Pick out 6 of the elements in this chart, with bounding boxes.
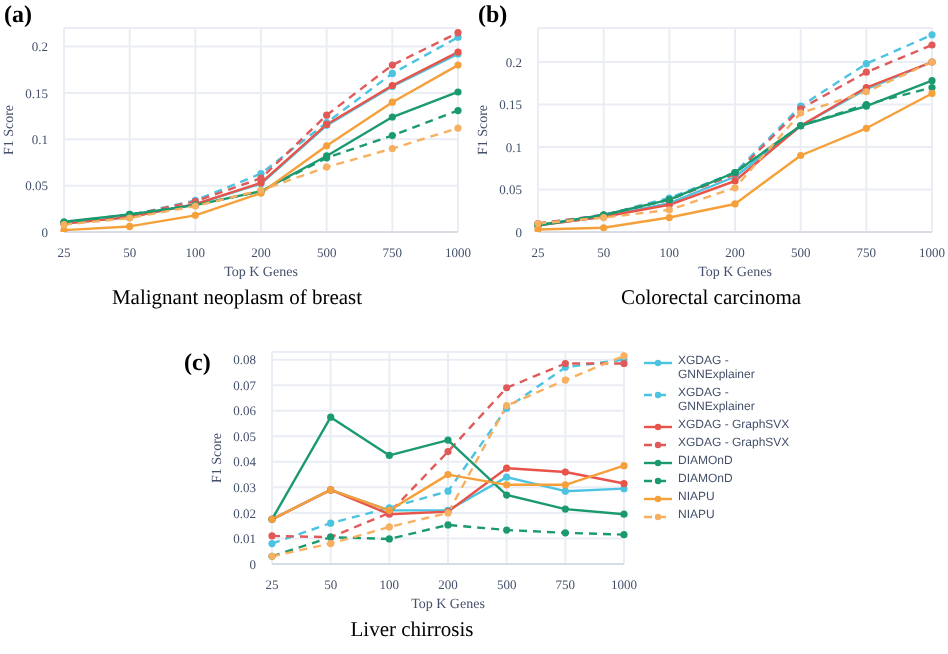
text: Colorectal carcinoma bbox=[618, 288, 804, 310]
text: (b) bbox=[478, 0, 508, 30]
text: Liver chirrosis bbox=[348, 620, 476, 642]
text: (a) bbox=[4, 0, 32, 30]
text: Malignant neoplasm of breast bbox=[109, 288, 365, 310]
text: (c) bbox=[184, 348, 211, 378]
